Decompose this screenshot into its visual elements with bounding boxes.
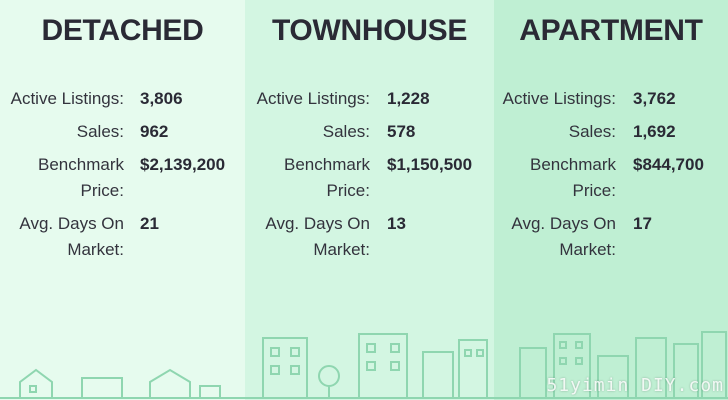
apartment-panel: APARTMENT Active Listings: 3,762 Sales: … — [494, 0, 728, 400]
stat-label: Benchmark Price: — [530, 155, 616, 200]
watermark-text: 51yimin DIY.com — [546, 375, 724, 396]
stat-value: $1,150,500 — [387, 155, 473, 174]
apartment-skyline-illustration — [494, 331, 728, 399]
panel-title: DETACHED — [41, 14, 204, 47]
stat-value: 3,762 — [633, 89, 676, 108]
stat-label: Active Listings: — [502, 89, 616, 108]
stat-value: 962 — [140, 122, 169, 141]
stat-value: 17 — [633, 214, 652, 233]
stat-row-sales: Sales: 1,692 — [494, 119, 728, 145]
stat-value: 21 — [140, 214, 159, 233]
stat-label: Avg. Days On Market: — [19, 214, 124, 259]
stat-row-active-listings: Active Listings: 3,806 — [0, 86, 245, 112]
stat-row-benchmark-price: Benchmark Price: $1,150,500 — [245, 152, 494, 204]
stat-label: Active Listings: — [256, 89, 370, 108]
stat-value: 1,692 — [633, 122, 676, 141]
stat-row-avg-days: Avg. Days On Market: 13 — [245, 211, 494, 263]
stat-value: 578 — [387, 122, 416, 141]
stat-value: $2,139,200 — [140, 155, 226, 174]
detached-panel: DETACHED Active Listings: 3,806 Sales: 9… — [0, 0, 245, 400]
houses-skyline-illustration — [0, 368, 245, 399]
panel-title: TOWNHOUSE — [271, 14, 468, 47]
stat-row-active-listings: Active Listings: 1,228 — [245, 86, 494, 112]
stat-label: Benchmark Price: — [284, 155, 370, 200]
stat-label: Avg. Days On Market: — [511, 214, 616, 259]
stat-row-sales: Sales: 578 — [245, 119, 494, 145]
stat-row-avg-days: Avg. Days On Market: 21 — [0, 211, 245, 263]
stat-row-active-listings: Active Listings: 3,762 — [494, 86, 728, 112]
stat-label: Sales: — [76, 122, 124, 141]
stat-row-sales: Sales: 962 — [0, 119, 245, 145]
stat-value: $844,700 — [633, 155, 704, 174]
stat-value: 13 — [387, 214, 406, 233]
stat-label: Active Listings: — [10, 89, 124, 108]
stat-label: Sales: — [322, 122, 370, 141]
stat-row-benchmark-price: Benchmark Price: $844,700 — [494, 152, 728, 204]
panel-title: APARTMENT — [519, 14, 703, 47]
stat-row-benchmark-price: Benchmark Price: $2,139,200 — [0, 152, 245, 204]
stat-row-avg-days: Avg. Days On Market: 17 — [494, 211, 728, 263]
townhouse-skyline-illustration — [245, 333, 494, 399]
stat-value: 3,806 — [140, 89, 183, 108]
townhouse-panel: TOWNHOUSE Active Listings: 1,228 Sales: … — [245, 0, 494, 400]
stat-label: Benchmark Price: — [38, 155, 124, 200]
stat-label: Avg. Days On Market: — [265, 214, 370, 259]
stat-value: 1,228 — [387, 89, 430, 108]
stat-label: Sales: — [568, 122, 616, 141]
